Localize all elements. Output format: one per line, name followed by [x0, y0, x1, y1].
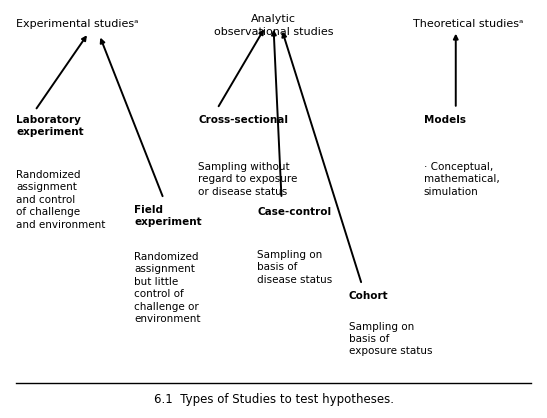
Text: · Conceptual,
mathematical,
simulation: · Conceptual, mathematical, simulation: [423, 162, 499, 197]
Text: Randomized
assignment
and control
of challenge
and environment: Randomized assignment and control of cha…: [16, 170, 106, 229]
Text: Sampling on
basis of
disease status: Sampling on basis of disease status: [258, 250, 333, 285]
Text: Laboratory
experiment: Laboratory experiment: [16, 115, 84, 137]
Text: Models: Models: [423, 115, 465, 125]
Text: Cross-sectional: Cross-sectional: [199, 115, 288, 125]
Text: Sampling without
regard to exposure
or disease status: Sampling without regard to exposure or d…: [199, 162, 298, 197]
Text: Theoretical studiesᵃ: Theoretical studiesᵃ: [413, 18, 523, 28]
Text: Analytic
observational studies: Analytic observational studies: [214, 14, 333, 37]
Text: 6.1  Types of Studies to test hypotheses.: 6.1 Types of Studies to test hypotheses.: [154, 393, 393, 406]
Text: Experimental studiesᵃ: Experimental studiesᵃ: [16, 18, 139, 28]
Text: Cohort: Cohort: [348, 291, 388, 301]
Text: Field
experiment: Field experiment: [134, 205, 202, 227]
Text: Sampling on
basis of
exposure status: Sampling on basis of exposure status: [348, 322, 432, 357]
Text: Randomized
assignment
but little
control of
challenge or
environment: Randomized assignment but little control…: [134, 252, 201, 324]
Text: Case-control: Case-control: [258, 207, 331, 217]
